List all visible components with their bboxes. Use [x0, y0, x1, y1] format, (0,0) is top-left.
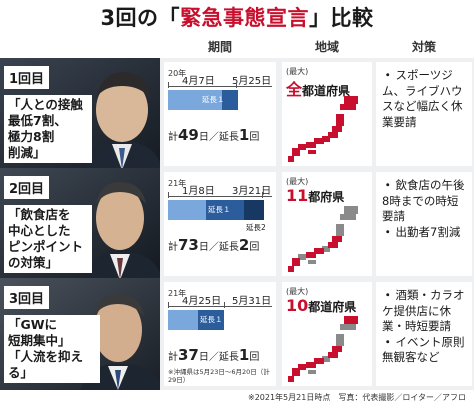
header-period: 期間 — [207, 40, 232, 54]
scope-label: 11都府県 — [286, 186, 345, 205]
policy-text: 「飲食店を 中心とした ピンポイント の対策」 — [4, 205, 92, 273]
year-label: 20年 — [168, 69, 187, 78]
max-label: (最大) — [286, 177, 309, 186]
total-days: 計73日／延長2回 — [168, 236, 260, 254]
measures-panel: ・スポーツジム、ライブハウスなど幅広く休業要請 — [376, 62, 472, 166]
measures-panel: ・酒類・カラオケ提供店に休業・時短要請 ・イベント原則無観客など — [376, 282, 472, 386]
ext2-label: 延長2 — [246, 223, 266, 232]
japan-map — [288, 96, 358, 162]
year-label: 21年 — [168, 179, 187, 188]
end-date: 5月31日 — [232, 296, 272, 307]
measure-item: ・酒類・カラオケ提供店に休業・時短要請 — [382, 288, 465, 333]
row-round-3: 3回目 「GWに 短期集中」 「人流を抑える」 21年 4月25日 5月31日 延長… — [0, 278, 474, 390]
start-date: 4月25日 — [182, 296, 222, 307]
header-area: 地域 — [314, 40, 339, 54]
bar-main — [168, 90, 222, 110]
period-panel: 21年 4月25日 5月31日 延長１ 計37日／延長1回 ※沖縄県は5月23日… — [164, 282, 276, 386]
measure-item: ・イベント原則無観客など — [382, 334, 465, 365]
scope-label: 全都道府県 — [286, 80, 351, 99]
footer-credit: ※2021年5月21日時点 写真：代表撮影／ロイター／アフロ — [247, 393, 466, 402]
row-round-1: 1回目 「人との接触 最低7割、 極力8割 削減」 20年 4月7日 5月25日 延長… — [0, 58, 474, 170]
title-pre: 3回の「 — [100, 6, 181, 30]
end-date: 3月21日 — [232, 186, 272, 197]
measure-item: ・出勤者7割減 — [382, 224, 461, 239]
policy-text: 「GWに 短期集中」 「人流を抑える」 — [4, 315, 100, 383]
end-date: 5月25日 — [232, 76, 272, 87]
ext1-label: 延長１ — [200, 315, 223, 324]
period-panel: 20年 4月7日 5月25日 延長１ 計49日／延長1回 — [164, 62, 276, 166]
ext1-label: 延長１ — [208, 205, 231, 214]
ext1-label: 延長１ — [202, 95, 225, 104]
max-label: (最大) — [286, 67, 309, 76]
bar-extension-2 — [244, 200, 264, 220]
measures-panel: ・飲食店の午後8時までの時短要請 ・出勤者7割減 — [376, 172, 472, 276]
measure-item: ・飲食店の午後8時までの時短要請 — [382, 178, 465, 223]
bar-extension-1 — [206, 200, 244, 220]
row-round-2: 2回目 「飲食店を 中心とした ピンポイント の対策」 21年 1月8日 3月21日 … — [0, 168, 474, 280]
start-date: 1月8日 — [182, 186, 215, 197]
scope-label: 10都道府県 — [286, 296, 357, 315]
total-days: 計49日／延長1回 — [168, 126, 260, 144]
round-label: 3回目 — [4, 286, 50, 309]
title-post: 」比較 — [309, 6, 374, 30]
header-measures: 対策 — [411, 40, 436, 54]
bar-extension-1 — [198, 310, 224, 330]
round-label: 1回目 — [4, 66, 50, 89]
start-date: 4月7日 — [182, 76, 215, 87]
policy-text: 「人との接触 最低7割、 極力8割 削減」 — [4, 95, 92, 163]
okinawa-note: ※沖縄県は5月23日～6月20日（計29日） — [168, 368, 270, 384]
area-panel: (最大) 11都府県 — [282, 172, 372, 276]
measure-item: ・スポーツジム、ライブハウスなど幅広く休業要請 — [382, 68, 463, 129]
round-label: 2回目 — [4, 176, 50, 199]
year-label: 21年 — [168, 289, 187, 298]
period-panel: 21年 1月8日 3月21日 延長１ 延長2 計73日／延長2回 — [164, 172, 276, 276]
area-panel: (最大) 全都道府県 — [282, 62, 372, 166]
max-label: (最大) — [286, 287, 309, 296]
bar-extension-1 — [222, 90, 238, 110]
area-panel: (最大) 10都道府県 — [282, 282, 372, 386]
japan-map — [288, 316, 358, 382]
bar-main — [168, 200, 206, 220]
page-title: 3回の「緊急事態宣言」比較 — [0, 0, 474, 34]
title-emphasis: 緊急事態宣言 — [180, 6, 310, 30]
bar-main — [168, 310, 198, 330]
japan-map — [288, 206, 358, 272]
total-days: 計37日／延長1回 — [168, 346, 260, 364]
